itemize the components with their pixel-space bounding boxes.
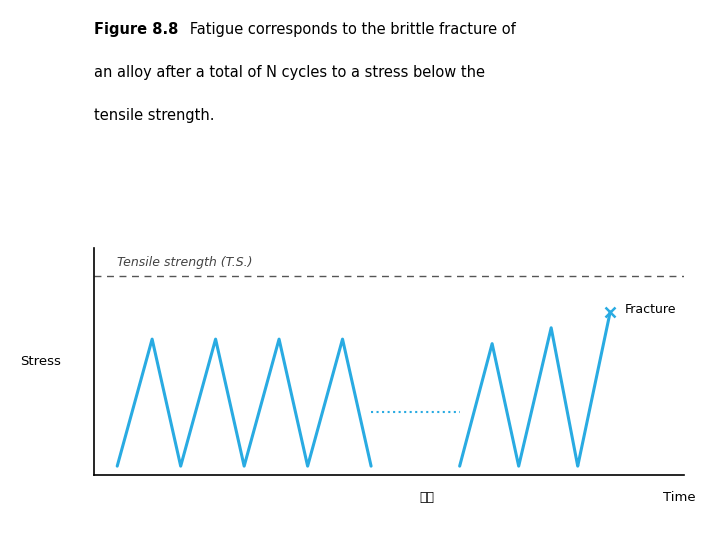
Text: Fracture: Fracture xyxy=(625,303,677,316)
Text: Stress: Stress xyxy=(20,355,61,368)
Text: ⌢⌢: ⌢⌢ xyxy=(420,491,435,504)
Text: tensile strength.: tensile strength. xyxy=(94,108,214,123)
Text: Tensile strength (T.S.): Tensile strength (T.S.) xyxy=(117,256,253,269)
Text: Time: Time xyxy=(663,491,696,504)
Text: an alloy after a total of N cycles to a stress below the: an alloy after a total of N cycles to a … xyxy=(94,65,485,80)
Text: Fatigue corresponds to the brittle fracture of: Fatigue corresponds to the brittle fract… xyxy=(176,22,516,37)
Text: Figure 8.8: Figure 8.8 xyxy=(94,22,178,37)
